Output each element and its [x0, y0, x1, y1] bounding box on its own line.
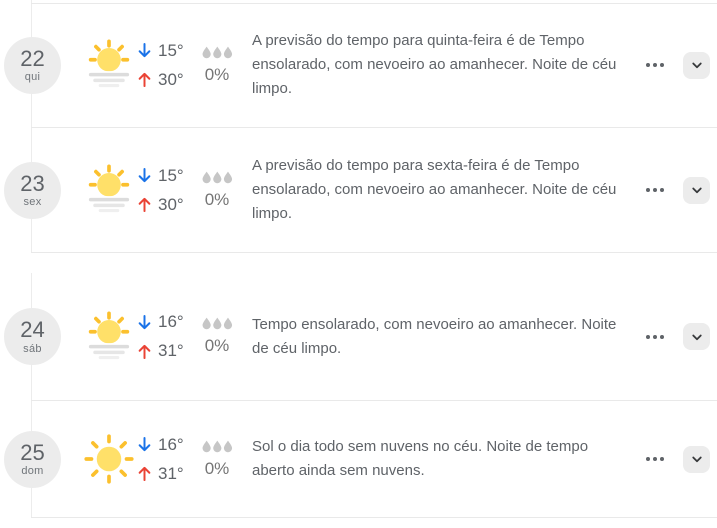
temp-low: 15° — [158, 40, 184, 60]
sun-icon — [81, 431, 137, 487]
expand-button[interactable] — [683, 445, 710, 473]
raindrops-icon — [201, 46, 234, 59]
sun-over-fog-icon — [81, 37, 137, 93]
precipitation-block: 0% — [197, 171, 237, 210]
temp-high-line: 30° — [137, 70, 195, 90]
temp-high-line: 31° — [137, 341, 195, 361]
precipitation-block: 0% — [197, 46, 237, 85]
temperature-block: 15° 30° — [137, 166, 195, 215]
chevron-down-icon — [688, 328, 706, 346]
arrow-up-icon — [137, 343, 152, 360]
temp-low-line: 16° — [137, 435, 195, 455]
temp-high-line: 30° — [137, 195, 195, 215]
sun-over-fog-icon — [81, 162, 137, 218]
temp-low: 16° — [158, 434, 184, 454]
precip-percent: 0% — [204, 336, 230, 355]
forecast-description: Tempo ensolarado, com nevoeiro ao amanhe… — [252, 315, 617, 357]
raindrops-icon — [201, 171, 234, 184]
temp-low-line: 15° — [137, 41, 195, 61]
chevron-down-icon — [688, 56, 706, 74]
arrow-up-icon — [137, 465, 152, 482]
more-options-button[interactable] — [641, 445, 669, 473]
day-number: 24 — [20, 317, 45, 343]
forecast-section: 24 sáb 16° 31° 0% Tempo ensolarad — [0, 273, 717, 518]
temperature-block: 15° 30° — [137, 41, 195, 90]
raindrops-icon — [201, 440, 234, 453]
precip-percent: 0% — [204, 189, 230, 209]
temp-low-line: 15° — [137, 166, 195, 186]
forecast-section: 22 qui 15° 30° 0% A previsão do t — [0, 3, 717, 253]
forecast-description: A previsão do tempo para quinta-feira é … — [252, 32, 617, 97]
chevron-down-icon — [688, 450, 706, 468]
date-badge: 22 qui — [4, 36, 61, 94]
arrow-down-icon — [137, 42, 152, 59]
temperature-block: 16° 31° — [137, 312, 195, 361]
precipitation-block: 0% — [197, 317, 237, 356]
temp-high: 31° — [158, 341, 184, 360]
timeline-line — [31, 273, 32, 518]
temp-low: 16° — [158, 312, 184, 331]
precip-percent: 0% — [204, 64, 230, 84]
day-abbr: sex — [23, 196, 42, 209]
arrow-down-icon — [137, 436, 152, 453]
more-options-dots-icon — [646, 63, 650, 67]
more-options-dots-icon — [646, 457, 650, 461]
expand-button[interactable] — [683, 176, 710, 204]
day-number: 23 — [20, 170, 45, 196]
sun-over-fog-icon — [81, 309, 137, 365]
more-options-button[interactable] — [641, 323, 669, 351]
more-options-button[interactable] — [641, 176, 669, 204]
forecast-row-24: 24 sáb 16° 31° 0% Tempo ensolarad — [0, 273, 717, 400]
expand-button[interactable] — [683, 323, 710, 350]
arrow-up-icon — [137, 196, 152, 213]
forecast-row-23: 23 sex 15° 30° 0% A previsão do t — [0, 127, 717, 253]
day-number: 25 — [20, 439, 45, 465]
forecast-description: Sol o dia todo sem nuvens no céu. Noite … — [252, 438, 589, 479]
date-badge: 23 sex — [4, 161, 61, 219]
arrow-up-icon — [137, 71, 152, 88]
more-options-dots-icon — [646, 334, 650, 339]
temp-high: 31° — [158, 463, 184, 483]
more-options-button[interactable] — [641, 51, 669, 79]
temp-high-line: 31° — [137, 464, 195, 484]
day-number: 22 — [20, 45, 45, 71]
temp-high: 30° — [158, 194, 184, 214]
temp-low-line: 16° — [137, 312, 195, 332]
day-abbr: qui — [24, 71, 41, 84]
chevron-down-icon — [688, 181, 706, 199]
precipitation-block: 0% — [197, 440, 237, 479]
date-badge: 24 sáb — [4, 308, 61, 365]
arrow-down-icon — [137, 167, 152, 184]
day-abbr: dom — [21, 465, 44, 478]
arrow-down-icon — [137, 314, 152, 331]
day-abbr: sáb — [23, 342, 42, 355]
precip-percent: 0% — [204, 458, 230, 478]
expand-button[interactable] — [683, 51, 710, 79]
date-badge: 25 dom — [4, 430, 61, 488]
timeline-line — [31, 0, 32, 253]
forecast-description: A previsão do tempo para sexta-feira é d… — [252, 157, 617, 222]
more-options-dots-icon — [646, 188, 650, 192]
raindrops-icon — [201, 317, 234, 330]
temp-high: 30° — [158, 69, 184, 89]
forecast-row-22: 22 qui 15° 30° 0% A previsão do t — [0, 3, 717, 127]
forecast-row-25: 25 dom 16° 31° 0% Sol o dia todo — [0, 400, 717, 518]
temperature-block: 16° 31° — [137, 435, 195, 484]
temp-low: 15° — [158, 165, 184, 185]
